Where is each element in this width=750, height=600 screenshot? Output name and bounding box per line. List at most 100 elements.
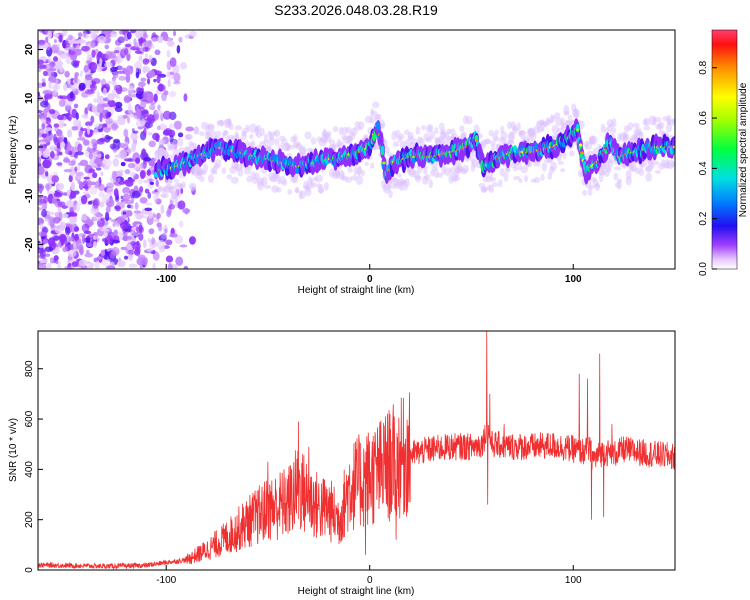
heatmap-cell [144, 207, 153, 212]
heatmap-cell [414, 175, 421, 183]
heatmap-cell [541, 162, 548, 172]
heatmap-cell [107, 99, 116, 108]
heatmap-cell [115, 84, 120, 89]
heatmap-cell [142, 128, 147, 137]
heatmap-cell [382, 161, 386, 165]
heatmap-cell [523, 175, 529, 183]
heatmap-cell [80, 195, 88, 205]
heatmap-cell [52, 56, 59, 62]
heatmap-cell [142, 58, 150, 65]
heatmap-cell [372, 101, 380, 109]
heatmap-cell [490, 140, 496, 147]
heatmap-cell [38, 141, 47, 145]
heatmap-cell [173, 72, 181, 83]
heatmap-cell [168, 203, 176, 210]
y-tick-label: 0 [24, 567, 35, 573]
snr-y-axis-label: SNR (10 * v/v) [8, 418, 19, 482]
heatmap-cell [82, 139, 90, 146]
heatmap-cell [207, 124, 215, 130]
heatmap-cell [192, 142, 197, 149]
heatmap-cell [488, 185, 495, 193]
heatmap-cell [86, 60, 91, 64]
heatmap-cell [75, 171, 85, 180]
heatmap-cell [505, 167, 510, 172]
heatmap-cell [172, 30, 177, 37]
heatmap-cell [448, 166, 457, 175]
heatmap-cell [47, 57, 52, 63]
heatmap-cell [109, 143, 117, 150]
heatmap-cell [106, 265, 116, 269]
heatmap-cell [103, 231, 108, 238]
heatmap-cell [73, 48, 82, 53]
heatmap-cell [142, 46, 150, 52]
x-tick-label: 0 [367, 575, 373, 586]
heatmap-cell [645, 172, 653, 182]
heatmap-cell [169, 57, 177, 68]
heatmap-cell [124, 178, 134, 187]
heatmap-cell [156, 125, 161, 131]
heatmap-cell [173, 81, 181, 85]
heatmap-cell [494, 129, 500, 135]
heatmap-cell [116, 70, 125, 74]
heatmap-cell [49, 76, 54, 81]
heatmap-cell [77, 180, 81, 184]
heatmap-cell [144, 202, 153, 206]
heatmap-cell [76, 137, 86, 141]
heatmap-cell [90, 30, 97, 40]
heatmap-cell [53, 191, 63, 198]
heatmap-cell [134, 42, 141, 49]
heatmap-cell [392, 141, 400, 147]
heatmap-cell [137, 179, 143, 185]
heatmap-cell [142, 90, 151, 101]
heatmap-cell [227, 118, 232, 124]
heatmap-cell [313, 182, 318, 188]
colorbar-tick-label: 0.0 [698, 262, 709, 276]
heatmap-cell [51, 175, 60, 183]
heatmap-cell [101, 194, 110, 204]
heatmap-cell [153, 78, 157, 83]
heatmap-cell [45, 68, 55, 77]
heatmap-cell [123, 128, 129, 138]
heatmap-cell [111, 122, 118, 131]
heatmap-cell [118, 180, 126, 185]
heatmap-cell [104, 154, 110, 160]
heatmap-cell [94, 260, 100, 269]
heatmap-cell [370, 110, 378, 115]
heatmap-cell [547, 172, 553, 180]
heatmap-cell [101, 123, 108, 128]
heatmap-cell [42, 159, 52, 169]
heatmap-cell [183, 265, 189, 269]
heatmap-cell [38, 244, 44, 249]
heatmap-cell [590, 135, 598, 145]
heatmap-cell [241, 130, 247, 141]
heatmap-cell [38, 231, 47, 237]
heatmap-cell [308, 148, 315, 153]
snr-series-line [38, 331, 675, 570]
heatmap-cell [41, 122, 46, 131]
heatmap-cell [71, 261, 79, 268]
heatmap-cell [67, 34, 73, 40]
heatmap-cell [165, 239, 173, 246]
heatmap-cell [94, 180, 100, 187]
heatmap-cell [166, 49, 171, 58]
heatmap-cell [61, 205, 68, 209]
heatmap-cell [221, 167, 227, 175]
heatmap-cell [575, 123, 580, 133]
heatmap-cell [44, 246, 54, 253]
heatmap-cell [471, 158, 478, 168]
x-tick-label: 100 [565, 575, 582, 586]
heatmap-cell [148, 228, 155, 235]
heatmap-cell [110, 219, 117, 223]
heatmap-cell [153, 93, 158, 103]
heatmap-cell [38, 248, 45, 254]
heatmap-cell [173, 120, 182, 130]
heatmap-cell [84, 166, 89, 173]
heatmap-cell [127, 235, 133, 240]
heatmap-cell [138, 233, 144, 241]
heatmap-cell [120, 246, 127, 251]
heatmap-cell [503, 171, 509, 182]
y-tick-label: 800 [24, 360, 35, 377]
heatmap-cell [128, 113, 135, 118]
heatmap-cell [49, 144, 58, 151]
heatmap-cell [157, 36, 164, 44]
